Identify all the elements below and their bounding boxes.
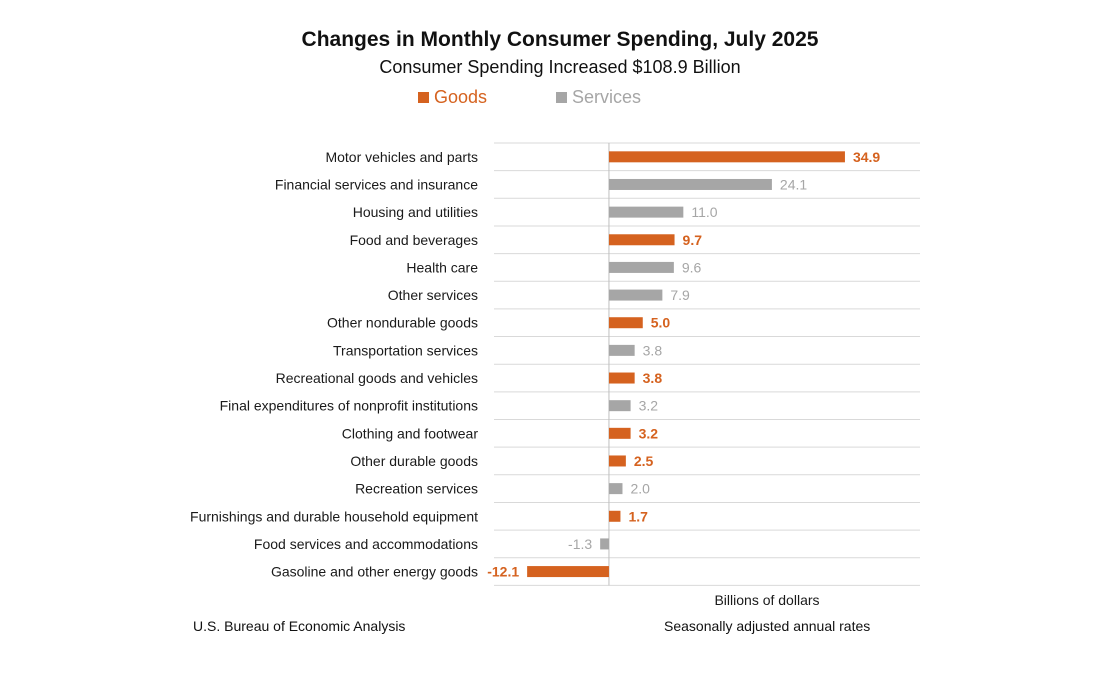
bar-services [600,538,609,550]
bar-services [608,261,674,273]
data-label: -1.3 [568,536,592,552]
legend-swatch-goods [418,92,429,103]
legend-swatch-services [556,92,567,103]
data-label: 3.8 [643,342,663,358]
category-label: Final expenditures of nonprofit institut… [220,398,478,414]
legend-label-goods: Goods [434,87,488,107]
category-label: Gasoline and other energy goods [271,564,478,580]
data-label: 11.0 [691,204,717,220]
bar-services [608,400,631,412]
data-label: 34.9 [853,149,880,165]
data-label: 2.5 [634,453,654,469]
category-label: Other services [388,287,478,303]
data-label: 3.2 [639,398,659,414]
category-label: Transportation services [333,342,478,358]
category-label: Furnishings and durable household equipm… [190,508,478,524]
legend-label-services: Services [572,87,642,107]
bar-goods [608,455,626,467]
category-label: Recreation services [355,481,478,497]
bar-services [608,206,684,218]
bar-goods [608,427,631,439]
data-label: 2.0 [630,481,650,497]
category-label: Financial services and insurance [275,176,478,192]
x-axis-label: Billions of dollars [714,592,819,608]
rates-note: Seasonally adjusted annual rates [664,618,871,634]
bar-services [608,483,623,495]
data-label: 5.0 [651,315,671,331]
category-label: Food services and accommodations [254,536,478,552]
data-label: 9.6 [682,259,702,275]
category-label: Motor vehicles and parts [325,149,478,165]
data-label: 24.1 [780,176,807,192]
chart-subtitle: Consumer Spending Increased $108.9 Billi… [379,57,741,77]
bar-goods [608,151,845,163]
data-label: 3.2 [639,425,659,441]
source-note: U.S. Bureau of Economic Analysis [193,618,406,634]
data-label: 3.8 [643,370,663,386]
legend-item-services: Services [556,87,641,108]
bar-services [608,344,635,356]
category-label: Clothing and footwear [342,425,479,441]
category-label: Health care [406,259,478,275]
bar-services [608,289,663,301]
bar-goods [527,566,609,578]
bar-goods [608,234,675,246]
category-label: Food and beverages [350,232,478,248]
chart-title: Changes in Monthly Consumer Spending, Ju… [301,28,819,51]
bar-goods [608,510,621,522]
legend-item-goods: Goods [418,87,487,108]
bar-services [608,178,772,190]
data-label: 9.7 [683,232,703,248]
category-label: Other durable goods [350,453,478,469]
category-label: Recreational goods and vehicles [276,370,478,386]
bar-goods [608,372,635,384]
data-label: 7.9 [670,287,690,303]
data-label: 1.7 [628,508,648,524]
bar-goods [608,317,643,329]
data-label: -12.1 [487,564,519,580]
category-label: Housing and utilities [353,204,478,220]
category-label: Other nondurable goods [327,315,478,331]
